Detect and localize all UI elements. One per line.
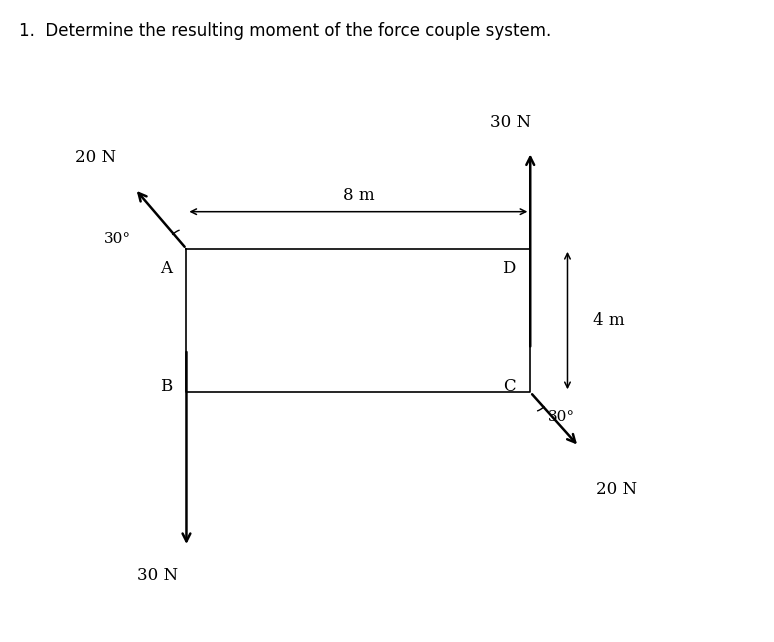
Text: A: A [160, 261, 172, 277]
Text: 30°: 30° [104, 232, 131, 246]
Text: 30 N: 30 N [137, 567, 178, 584]
Text: 20 N: 20 N [596, 481, 637, 498]
Text: 4 m: 4 m [593, 312, 625, 329]
Text: 20 N: 20 N [75, 149, 116, 166]
Text: 1.  Determine the resulting moment of the force couple system.: 1. Determine the resulting moment of the… [19, 22, 552, 40]
Text: 30 N: 30 N [490, 114, 531, 132]
Text: 30°: 30° [547, 410, 574, 424]
Text: C: C [503, 378, 516, 395]
Text: B: B [160, 378, 172, 395]
Text: D: D [502, 261, 516, 277]
Text: 8 m: 8 m [343, 187, 374, 204]
